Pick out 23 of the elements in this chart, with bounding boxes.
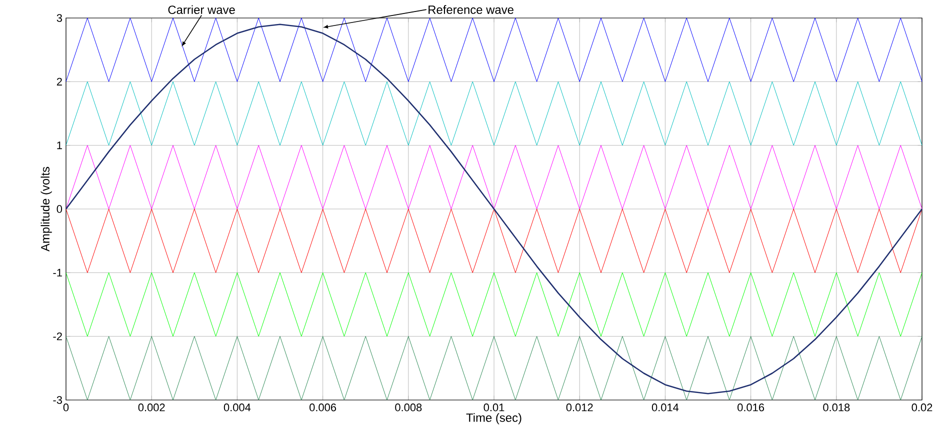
- x-tick-label: 0: [63, 404, 69, 412]
- x-tick-label: 0.014: [652, 404, 679, 412]
- y-tick-label: -2: [53, 332, 62, 340]
- x-tick-label: 0.008: [395, 404, 422, 412]
- x-tick-label: 0.02: [912, 404, 932, 412]
- y-tick-label: -3: [53, 396, 62, 404]
- x-axis-title: Time (sec): [466, 413, 522, 424]
- y-tick-label: 3: [56, 14, 62, 22]
- y-axis-title: Amplitude (volts: [40, 166, 52, 252]
- y-tick-label: -1: [53, 268, 62, 276]
- y-tick-label: 2: [56, 78, 62, 86]
- x-tick-label: 0.018: [823, 404, 850, 412]
- annotation: Reference wave: [428, 5, 514, 14]
- x-tick-label: 0.006: [310, 404, 336, 412]
- x-tick-label: 0.01: [484, 404, 504, 412]
- y-tick-label: 0: [56, 205, 62, 213]
- x-tick-label: 0.012: [566, 404, 593, 412]
- y-tick-label: 1: [57, 142, 62, 150]
- line-series: [65, 24, 923, 394]
- x-tick-label: 0.002: [138, 404, 165, 412]
- x-tick-label: 0.016: [738, 404, 764, 412]
- x-tick-label: 0.004: [224, 404, 251, 412]
- annotation: Carrier wave: [168, 5, 235, 14]
